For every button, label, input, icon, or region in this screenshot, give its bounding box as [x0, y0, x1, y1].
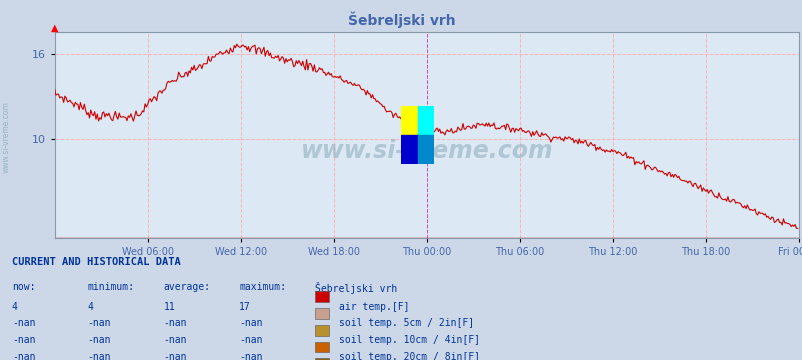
Text: soil temp. 20cm / 8in[F]: soil temp. 20cm / 8in[F]: [338, 352, 480, 360]
Text: -nan: -nan: [12, 335, 35, 345]
Text: www.si-vreme.com: www.si-vreme.com: [2, 101, 11, 173]
Text: -nan: -nan: [12, 352, 35, 360]
Text: -nan: -nan: [87, 318, 111, 328]
Text: www.si-vreme.com: www.si-vreme.com: [300, 139, 553, 163]
Bar: [314, 342, 329, 352]
Text: soil temp. 5cm / 2in[F]: soil temp. 5cm / 2in[F]: [338, 318, 473, 328]
Text: now:: now:: [12, 282, 35, 292]
Text: air temp.[F]: air temp.[F]: [338, 302, 409, 312]
Text: -nan: -nan: [87, 352, 111, 360]
Text: -nan: -nan: [239, 352, 262, 360]
Text: Šebreljski vrh: Šebreljski vrh: [347, 12, 455, 28]
Text: ▲: ▲: [51, 22, 59, 32]
Text: minimum:: minimum:: [87, 282, 135, 292]
Text: average:: average:: [164, 282, 210, 292]
Bar: [314, 292, 329, 302]
Text: -nan: -nan: [87, 335, 111, 345]
Text: -nan: -nan: [164, 352, 187, 360]
Text: 4: 4: [87, 302, 94, 312]
Text: soil temp. 10cm / 4in[F]: soil temp. 10cm / 4in[F]: [338, 335, 480, 345]
Text: Šebreljski vrh: Šebreljski vrh: [314, 282, 397, 294]
Bar: [314, 325, 329, 336]
Text: maximum:: maximum:: [239, 282, 286, 292]
Text: CURRENT AND HISTORICAL DATA: CURRENT AND HISTORICAL DATA: [12, 257, 180, 267]
Text: 17: 17: [239, 302, 251, 312]
Text: -nan: -nan: [12, 318, 35, 328]
Text: 4: 4: [12, 302, 18, 312]
Text: -nan: -nan: [239, 318, 262, 328]
Text: -nan: -nan: [164, 318, 187, 328]
Bar: [314, 358, 329, 360]
Text: -nan: -nan: [239, 335, 262, 345]
Text: -nan: -nan: [164, 335, 187, 345]
Text: 11: 11: [164, 302, 175, 312]
Bar: [314, 308, 329, 319]
